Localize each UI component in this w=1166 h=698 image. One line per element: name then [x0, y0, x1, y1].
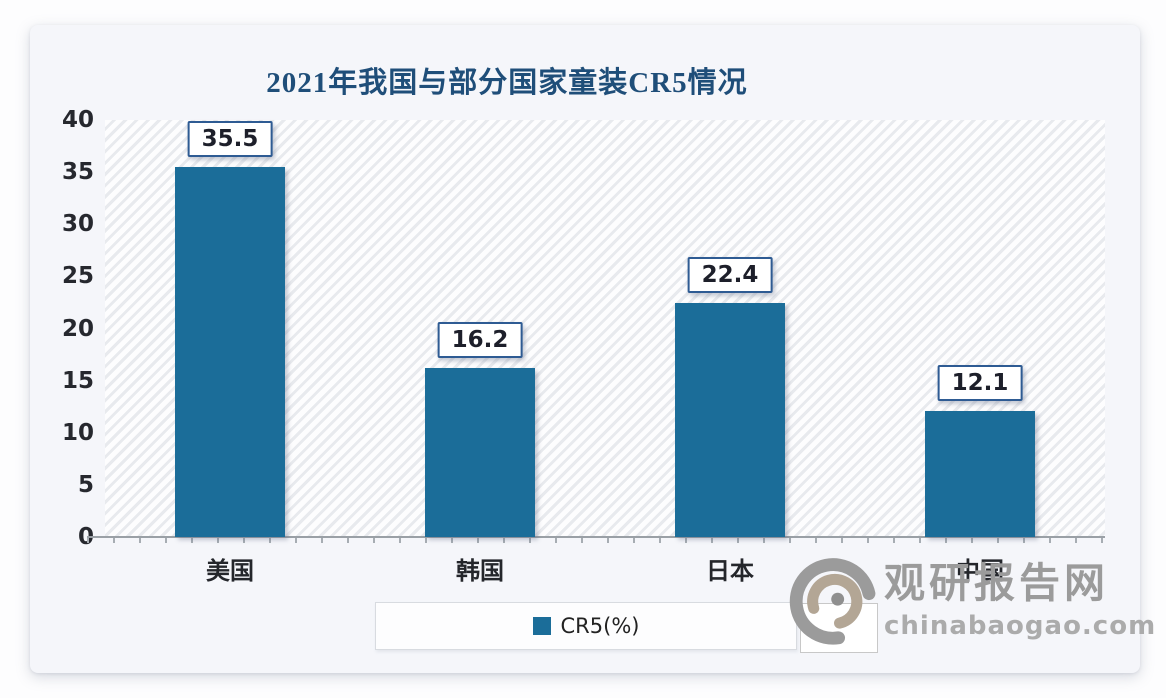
plot-area: 35.5 16.2 22.4 12.1	[87, 120, 1105, 543]
y-tick-label-35: 35	[61, 159, 94, 186]
data-label-韩国: 16.2	[437, 322, 523, 359]
chart-title: 2021年我国与部分国家童装CR5情况	[266, 67, 748, 99]
bar-日本	[675, 303, 785, 537]
bar-中国	[925, 410, 1035, 537]
x-axis: 美国 韩国 日本 中国	[105, 551, 1105, 585]
y-tick-label-40: 40	[61, 107, 94, 133]
bar-美国	[175, 166, 285, 537]
y-tick-label-10: 10	[61, 419, 94, 446]
chart-card: 2021年我国与部分国家童装CR5情况 40 35 30 25 20 15 10 5 0 35.…	[30, 25, 1155, 673]
legend-label: CR5(%)	[560, 614, 640, 638]
y-tick-label-15: 15	[61, 367, 94, 394]
watermark-site-name: 观研报告网	[884, 559, 1109, 607]
x-tick-label-中国: 中国	[956, 557, 1004, 585]
y-tick-label-5: 5	[77, 471, 94, 498]
watermark: 观研报告网 chinabaogao.com	[788, 553, 1155, 671]
x-axis-minor-ticks	[87, 538, 1105, 543]
data-label-日本: 22.4	[687, 257, 773, 294]
legend-swatch-cr5	[532, 617, 551, 635]
y-tick-label-0: 0	[77, 524, 94, 550]
y-tick-label-25: 25	[61, 263, 94, 290]
watermark-text-block: 观研报告网 chinabaogao.com	[884, 559, 1156, 641]
data-label-中国: 12.1	[937, 364, 1023, 401]
x-tick-label-美国: 美国	[206, 557, 254, 585]
data-label-美国: 35.5	[187, 120, 273, 157]
x-tick-label-韩国: 韩国	[456, 557, 504, 585]
legend: CR5(%)	[375, 602, 797, 650]
watermark-site-url: chinabaogao.com	[884, 611, 1157, 641]
y-axis: 40 35 30 25 20 15 10 5 0	[30, 107, 94, 550]
bar-韩国	[425, 368, 535, 537]
x-tick-label-日本: 日本	[706, 557, 754, 585]
y-tick-label-20: 20	[61, 315, 94, 342]
x-axis-line	[87, 536, 1105, 538]
y-tick-label-30: 30	[61, 211, 94, 238]
watermark-swirl-icon	[789, 558, 876, 645]
